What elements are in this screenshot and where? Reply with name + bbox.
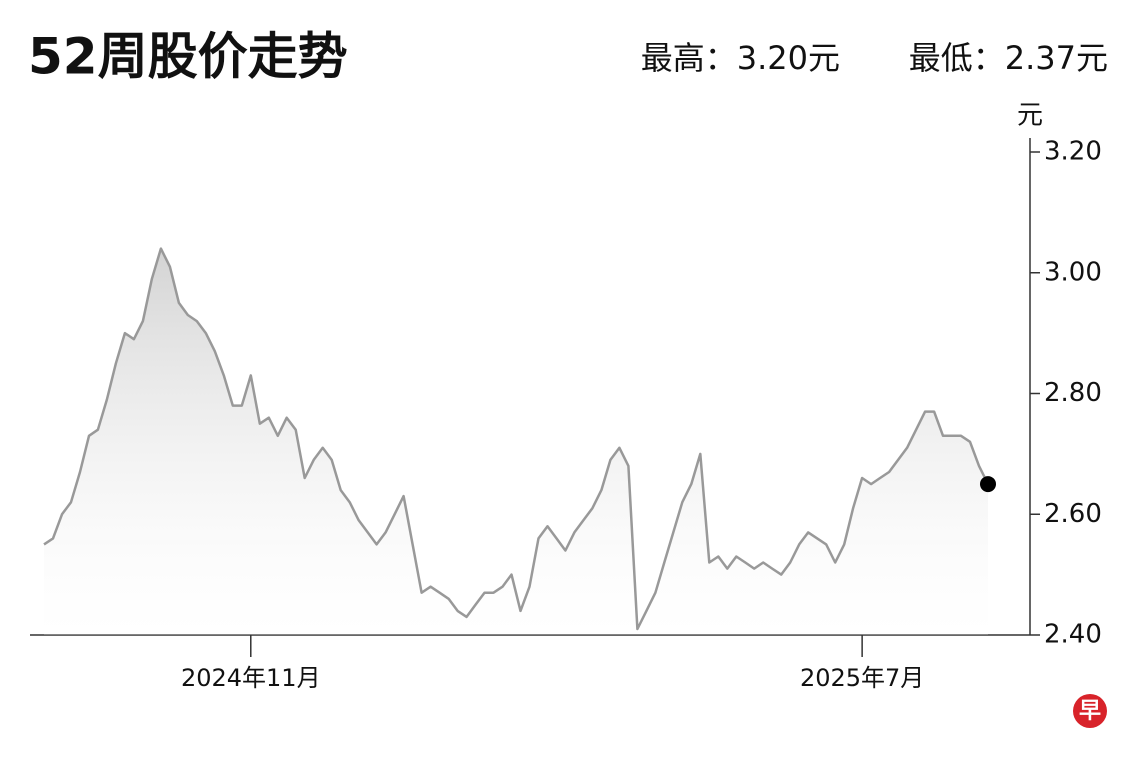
chart-title: 52周股价走势 [28, 28, 348, 86]
y-tick-label: 2.80 [1044, 378, 1102, 408]
end-marker [980, 476, 996, 493]
subtitle: 最高：3.20元 [641, 39, 840, 77]
y-axis-label: 元 [1017, 101, 1043, 131]
logo: 早 [1079, 699, 1101, 724]
y-tick-label: 2.40 [1044, 620, 1102, 650]
x-tick-label: 2025年7月 [800, 664, 924, 692]
area [44, 248, 988, 635]
line [43, 247, 990, 631]
logo-badge [1073, 694, 1107, 728]
y-tick-label: 2.60 [1044, 499, 1102, 529]
subtitle: 最低：2.37元 [909, 39, 1108, 77]
y-tick-label: 3.00 [1044, 257, 1102, 287]
y-tick-label: 3.20 [1044, 137, 1102, 167]
x-tick-label: 2024年11月 [181, 664, 321, 692]
